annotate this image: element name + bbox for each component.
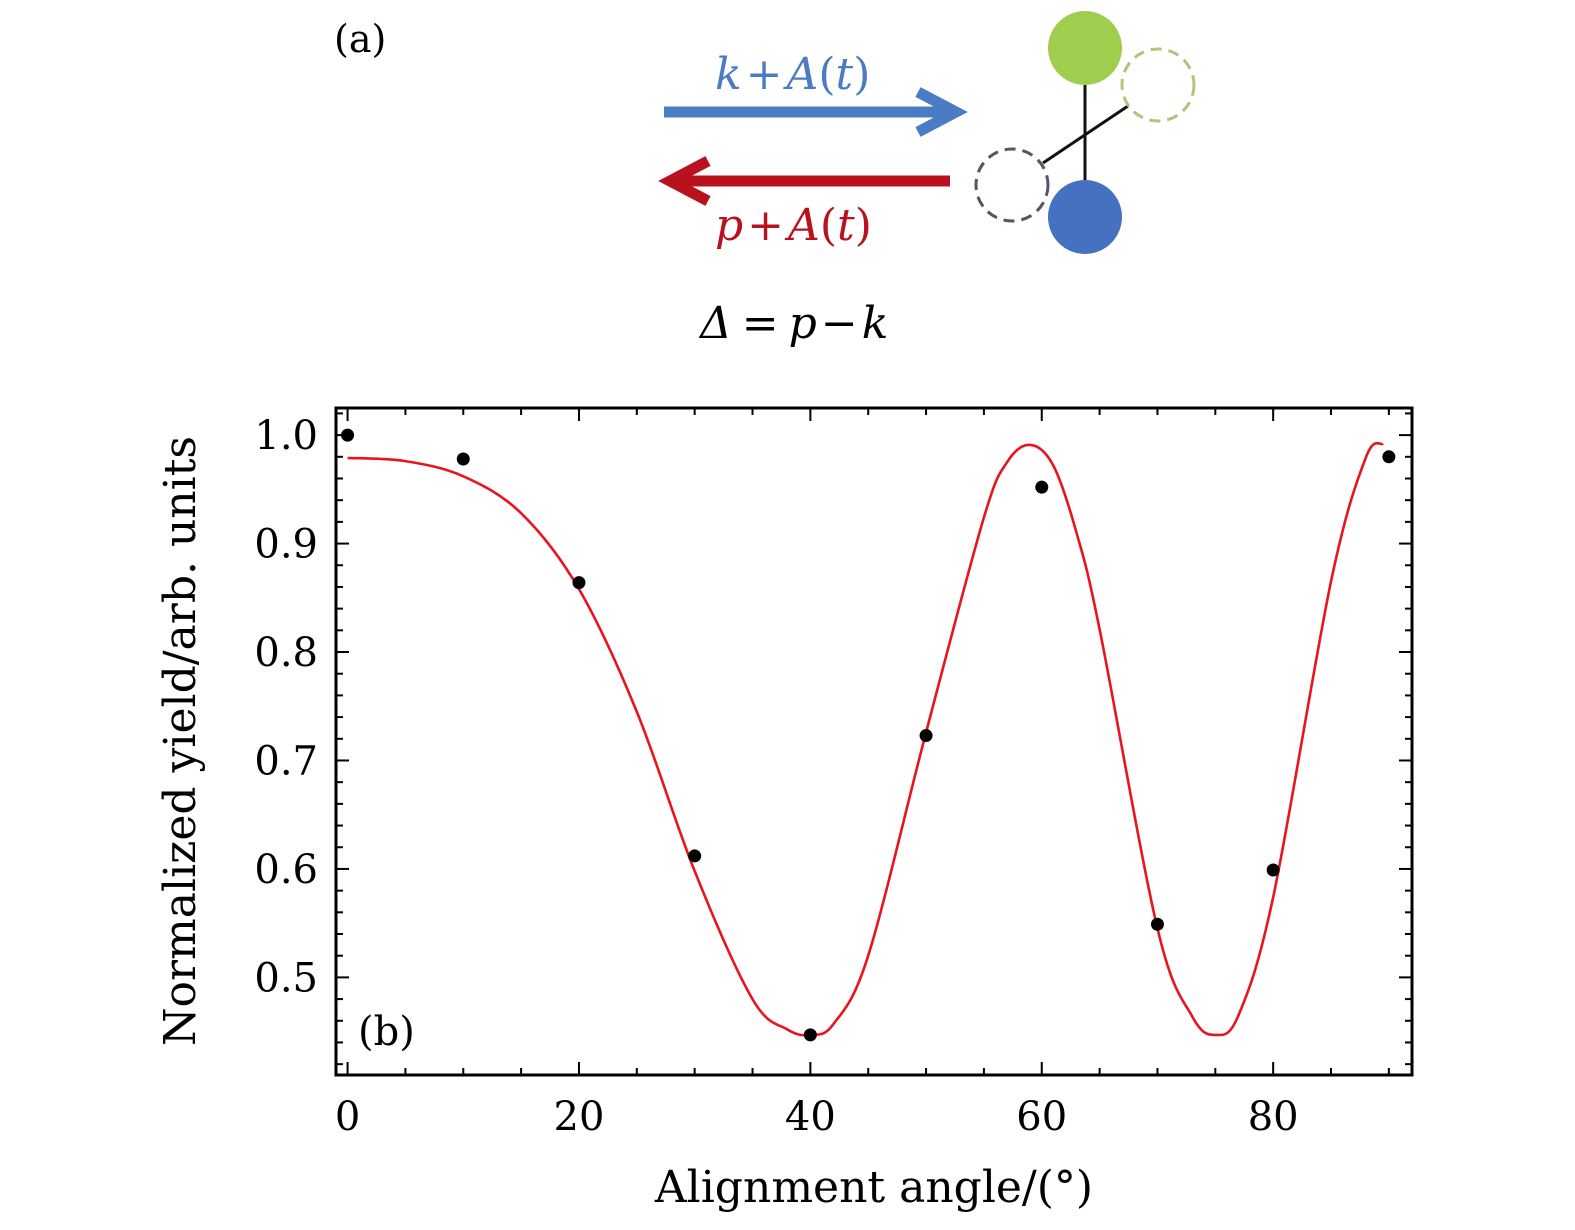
atom-top-rotated-ghost <box>1120 47 1196 123</box>
x-tick-label: 0 <box>335 1094 360 1140</box>
panel-b-label: (b) <box>358 1009 415 1055</box>
panel-a-label: (a) <box>334 17 386 61</box>
data-point <box>688 849 702 863</box>
data-point <box>456 452 470 466</box>
panel-a: (a) k+A(t) p+A(t) Δ = p−k <box>334 11 1196 349</box>
axis-tick-labels: 0 20 40 60 80 0.5 0.6 0.7 0.8 0.9 1.0 <box>254 413 1298 1140</box>
data-point <box>341 428 355 442</box>
y-tick-label: 0.9 <box>254 522 318 568</box>
y-tick-label: 0.6 <box>254 847 318 893</box>
panel-b-chart: 0 20 40 60 80 0.5 0.6 0.7 0.8 0.9 1.0 (b) Alignmen… <box>155 406 1414 1213</box>
data-point <box>803 1028 817 1042</box>
incoming-arrow-head <box>915 87 968 137</box>
incoming-label: k+A(t) <box>715 49 870 100</box>
x-axis-label: Alignment angle/(°) <box>654 1162 1093 1213</box>
delta-relation: Δ = p−k <box>698 298 888 349</box>
atom-bottom-rotated-ghost <box>974 147 1050 223</box>
data-point <box>1035 480 1049 494</box>
data-point <box>1266 863 1280 877</box>
atom-bottom <box>1048 180 1122 254</box>
x-tick-label: 40 <box>785 1094 836 1140</box>
axis-ticks <box>336 408 1412 1075</box>
plot-frame <box>334 406 1414 1077</box>
fit-curve <box>347 441 1384 1037</box>
y-tick-label: 0.5 <box>254 955 318 1001</box>
x-tick-label: 80 <box>1248 1094 1299 1140</box>
outgoing-arrow-head <box>658 156 711 206</box>
outgoing-label: p+A(t) <box>715 200 872 251</box>
x-tick-label: 20 <box>554 1094 605 1140</box>
y-tick-label: 1.0 <box>254 413 318 459</box>
molecule-bond-rotated <box>1042 104 1129 165</box>
data-point <box>572 576 586 590</box>
data-point <box>1150 917 1164 931</box>
x-tick-label: 60 <box>1016 1094 1067 1140</box>
data-point <box>1382 450 1396 464</box>
y-tick-label: 0.8 <box>254 630 318 676</box>
data-points <box>341 428 1396 1042</box>
y-axis-label: Normalized yield/arb. units <box>155 436 206 1046</box>
atom-top <box>1048 11 1122 85</box>
y-tick-label: 0.7 <box>254 738 318 784</box>
data-point <box>919 729 933 743</box>
